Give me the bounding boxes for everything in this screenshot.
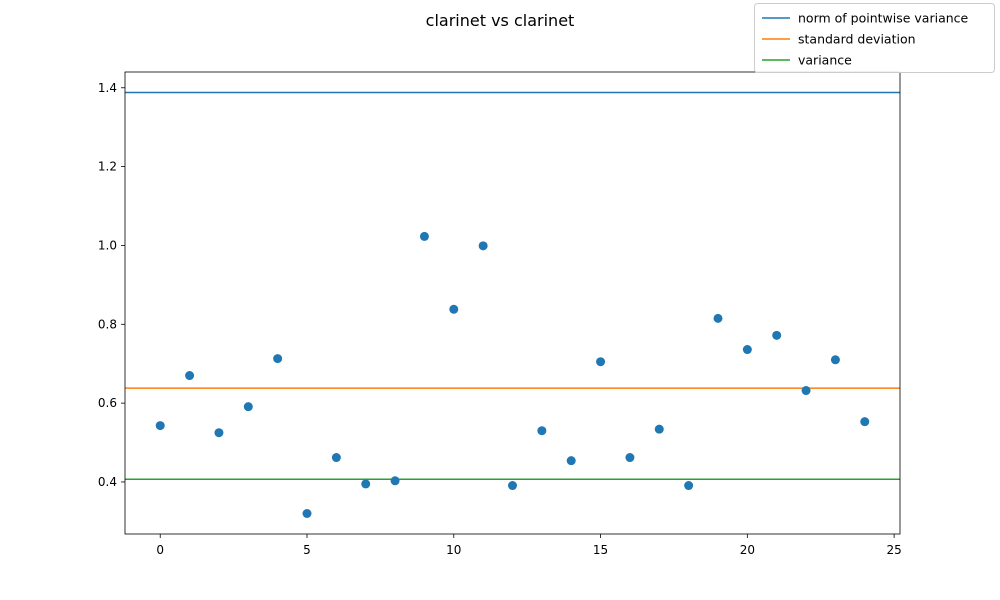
data-point xyxy=(537,426,547,436)
axes: 0 5 10 15 20 25 0.4 0.6 0.8 1.0 1.2 1.4 xyxy=(98,71,902,557)
data-point xyxy=(478,241,488,251)
y-tick-label: 1.0 xyxy=(98,238,117,252)
legend-box xyxy=(754,3,995,73)
legend-label: norm of pointwise variance xyxy=(798,11,969,26)
legend-label: standard deviation xyxy=(798,32,916,47)
y-tick-label: 0.6 xyxy=(98,396,117,410)
plot-series xyxy=(125,91,900,519)
data-point xyxy=(390,476,400,486)
chart-title: clarinet vs clarinet xyxy=(426,11,575,30)
data-point xyxy=(508,481,517,491)
y-tick-label: 0.8 xyxy=(98,317,117,331)
data-point xyxy=(419,231,429,241)
data-point xyxy=(684,481,694,491)
data-point xyxy=(273,354,283,364)
y-tick-label: 0.4 xyxy=(98,475,117,489)
data-point xyxy=(214,428,224,438)
data-point xyxy=(742,345,752,355)
data-point xyxy=(625,453,635,463)
data-point xyxy=(185,371,195,381)
y-tick-label: 1.4 xyxy=(98,81,117,95)
legend-label: variance xyxy=(798,53,852,68)
plot-area xyxy=(125,91,900,519)
data-point xyxy=(566,456,576,466)
data-point xyxy=(801,386,811,396)
axes-frame xyxy=(124,71,901,535)
x-tick-label: 15 xyxy=(593,543,608,557)
x-tick-label: 20 xyxy=(740,543,755,557)
data-point xyxy=(361,479,371,489)
x-tick-label: 25 xyxy=(886,543,901,557)
y-tick-label: 1.2 xyxy=(98,160,117,174)
data-point xyxy=(713,313,723,323)
x-tick-label: 0 xyxy=(156,543,164,557)
x-tick-label: 5 xyxy=(303,543,311,557)
data-point xyxy=(331,453,341,463)
data-point xyxy=(772,330,782,340)
data-point xyxy=(860,417,870,427)
data-point xyxy=(654,424,664,434)
x-tick-label: 10 xyxy=(446,543,461,557)
data-point xyxy=(596,357,606,367)
data-point xyxy=(155,421,165,431)
data-point xyxy=(830,355,840,365)
data-point xyxy=(302,509,312,519)
legend: norm of pointwise variance standard devia… xyxy=(754,3,995,73)
data-point xyxy=(449,304,459,314)
data-point xyxy=(243,402,253,412)
